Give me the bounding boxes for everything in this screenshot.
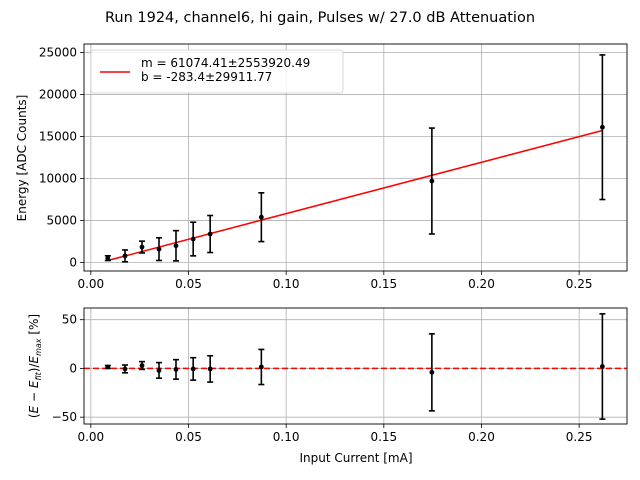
legend: m = 61074.41±2553920.49b = -283.4±29911.… (90, 49, 344, 94)
y-tick-label: 20000 (39, 87, 77, 101)
data-point (173, 367, 179, 372)
data-point (258, 364, 264, 370)
x-tick-label: 0.05 (175, 277, 202, 291)
x-tick-label: 0.20 (468, 430, 495, 444)
x-tick-label: 0.05 (175, 430, 202, 444)
energy-y-axis-label: Energy [ADC Counts] (15, 95, 29, 222)
data-point (190, 236, 196, 242)
y-tick-label: −50 (52, 410, 77, 424)
data-point (207, 231, 213, 237)
data-point (258, 214, 264, 220)
plot-frame (83, 43, 628, 272)
residual-x-axis-label: Input Current [mA] (299, 451, 412, 465)
data-point (207, 366, 213, 372)
data-point (599, 124, 605, 130)
x-tick-label: 0.00 (77, 430, 104, 444)
energy-plot: 0.00 0.05 0.10 0.15 0.20 0.25 0 5000 10000 15000 2… (39, 43, 628, 291)
residual-plot: 0.00 0.05 0.10 0.15 0.20 0.25 −50 0 50 (52, 307, 628, 444)
fit-line (107, 129, 603, 262)
data-point (105, 364, 111, 370)
chart-title: Run 1924, channel6, hi gain, Pulses w/ 2… (105, 10, 535, 26)
x-tick-label: 0.00 (77, 277, 104, 291)
y-tick-label: 5000 (46, 214, 77, 228)
x-tick-label: 0.20 (468, 277, 495, 291)
x-tick-label: 0.25 (566, 430, 593, 444)
y-tick-label: 0 (69, 256, 77, 270)
data-point (599, 364, 605, 369)
y-tick-label: 0 (69, 361, 77, 375)
x-tick-label: 0.15 (370, 277, 397, 291)
residual-y-axis-label: (E − Efit)/Emax [%] (27, 314, 43, 418)
y-tick-label: 15000 (39, 129, 77, 143)
data-point (173, 243, 179, 249)
x-tick-label: 0.10 (273, 430, 300, 444)
legend-box (90, 49, 344, 94)
x-tick-label: 0.15 (370, 430, 397, 444)
x-tick-label: 0.10 (273, 277, 300, 291)
data-point (190, 366, 196, 372)
data-point (105, 255, 111, 261)
y-tick-label: 50 (62, 313, 77, 327)
legend-entry-label: m = 61074.41±2553920.49 (141, 56, 310, 70)
data-point (139, 363, 145, 368)
y-tick-label: 10000 (39, 172, 77, 186)
data-point (429, 178, 435, 184)
data-point (156, 367, 162, 373)
data-point (156, 246, 162, 252)
y-tick-label: 25000 (39, 45, 77, 59)
legend-entry-label: b = -283.4±29911.77 (141, 70, 272, 84)
data-point (139, 244, 145, 250)
x-tick-label: 0.25 (566, 277, 593, 291)
plot-frame (83, 307, 628, 425)
data-point (429, 369, 435, 375)
data-point (122, 366, 128, 372)
data-point (122, 253, 128, 259)
